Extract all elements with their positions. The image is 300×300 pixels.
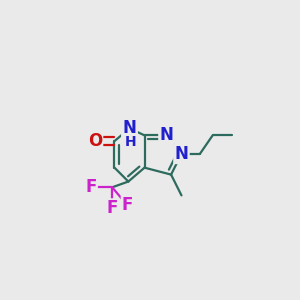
Text: N: N <box>123 119 136 137</box>
Text: F: F <box>86 178 97 196</box>
Text: H: H <box>124 135 136 149</box>
Text: F: F <box>122 196 133 214</box>
Text: F: F <box>106 199 118 217</box>
Text: O: O <box>88 132 102 150</box>
Text: N: N <box>175 145 188 163</box>
Text: N: N <box>160 126 173 144</box>
Text: N: N <box>123 119 136 137</box>
